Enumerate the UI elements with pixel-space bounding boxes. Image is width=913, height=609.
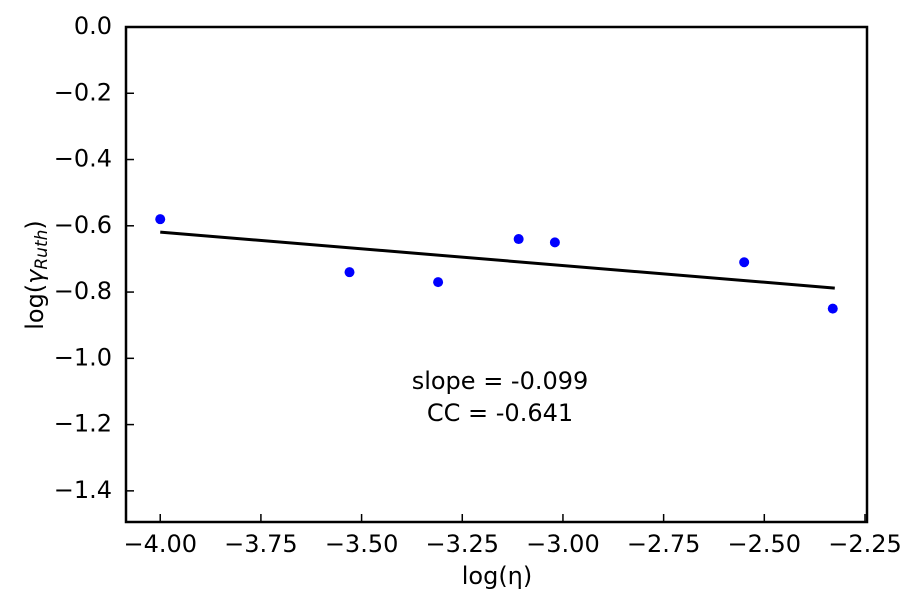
y-tick-label: −0.8 — [54, 277, 112, 305]
y-tick-label: −1.0 — [54, 343, 112, 371]
data-point — [827, 303, 838, 314]
y-tick-label: −0.2 — [54, 78, 112, 106]
x-tick-label: −3.25 — [425, 530, 499, 558]
y-tick-label: −1.2 — [54, 410, 112, 438]
fit-line — [160, 230, 835, 290]
x-axis-label: log(η) — [462, 562, 533, 590]
data-point — [155, 214, 166, 225]
x-tick-label: −3.50 — [325, 530, 399, 558]
y-label-part: log( — [21, 284, 49, 330]
plot-frame — [124, 25, 869, 524]
x-tick-label: −4.00 — [123, 530, 197, 558]
data-point — [513, 234, 524, 245]
y-tick-label: −0.4 — [54, 145, 112, 173]
x-tick-label: −2.50 — [728, 530, 802, 558]
y-tick-label: −1.4 — [54, 476, 112, 504]
y-tick-label: 0.0 — [74, 12, 112, 40]
data-point — [344, 267, 355, 278]
data-point — [739, 257, 750, 268]
y-axis-label: log(γRuth) — [21, 220, 52, 330]
annotation: CC = -0.641 — [427, 399, 573, 427]
data-point — [433, 277, 444, 288]
x-tick-label: −2.25 — [828, 530, 902, 558]
annotation: slope = -0.099 — [412, 367, 589, 395]
y-label-subscript: Ruth — [32, 230, 52, 270]
x-tick-label: −3.00 — [526, 530, 600, 558]
y-label-part: γ — [21, 268, 49, 284]
x-tick-label: −2.75 — [627, 530, 701, 558]
data-point — [549, 237, 560, 248]
y-label-part: ) — [21, 220, 49, 229]
y-tick-label: −0.6 — [54, 211, 112, 239]
x-tick-label: −3.75 — [224, 530, 298, 558]
